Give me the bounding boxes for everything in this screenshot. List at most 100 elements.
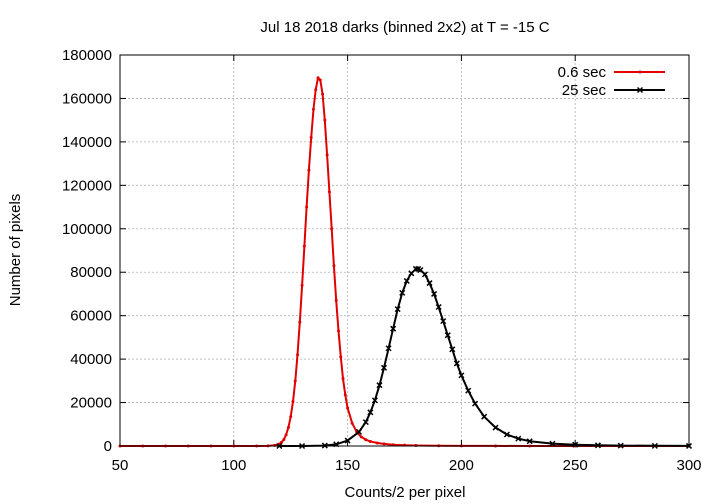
data-point <box>515 435 522 442</box>
data-point <box>403 277 410 284</box>
data-point <box>296 353 300 357</box>
data-point <box>305 205 309 209</box>
data-point <box>316 76 320 80</box>
y-axis-label: Number of pixels <box>7 194 24 307</box>
plot-frame <box>119 54 690 447</box>
data-point <box>549 440 556 447</box>
data-point <box>380 364 388 371</box>
data-point <box>390 325 397 332</box>
data-point <box>327 190 331 194</box>
data-point <box>371 397 378 404</box>
x-axis-label: Counts/2 per pixel <box>345 484 466 501</box>
x-tick-label: 150 <box>335 457 360 474</box>
data-point <box>343 393 347 397</box>
data-point <box>435 303 442 311</box>
data-point <box>355 428 363 435</box>
data-point <box>339 355 343 359</box>
data-point <box>426 280 433 287</box>
x-tick-label: 50 <box>112 457 129 474</box>
series-markers-1 <box>276 265 693 450</box>
data-point <box>341 377 345 381</box>
data-point <box>289 415 293 419</box>
data-point <box>444 332 451 339</box>
data-point <box>314 88 318 92</box>
data-point <box>375 441 379 445</box>
ticks: 50 100 150 200 250 300 0 20000 40000 60000 80000 10… <box>62 47 702 474</box>
data-point <box>481 413 488 420</box>
grid <box>120 55 689 446</box>
data-point <box>526 438 533 445</box>
data-point <box>302 244 306 248</box>
y-tick-label: 40000 <box>70 351 112 368</box>
data-point <box>391 443 395 447</box>
data-point <box>368 439 372 443</box>
data-point <box>284 433 288 437</box>
data-point <box>300 283 304 287</box>
data-point <box>421 271 429 278</box>
y-tick-label: 120000 <box>62 177 112 194</box>
data-point <box>286 426 290 430</box>
data-point <box>280 440 284 444</box>
data-point <box>503 431 510 438</box>
y-tick-label: 100000 <box>62 221 112 238</box>
x-tick-label: 200 <box>449 457 474 474</box>
x-tick-label: 100 <box>221 457 246 474</box>
data-point <box>282 437 286 441</box>
data-point <box>298 320 302 324</box>
data-point <box>414 443 418 447</box>
y-tick-label: 80000 <box>70 264 112 281</box>
data-point <box>364 438 368 442</box>
data-point <box>291 399 295 403</box>
y-tick-label: 20000 <box>70 395 112 412</box>
data-point <box>334 298 338 302</box>
y-tick-label: 0 <box>104 438 112 455</box>
legend-swatch-marker <box>636 86 644 94</box>
data-point <box>330 227 334 231</box>
data-point <box>385 345 392 352</box>
data-point <box>336 329 340 333</box>
data-point <box>332 264 336 268</box>
y-tick-label: 140000 <box>62 134 112 151</box>
data-point <box>399 289 406 296</box>
data-point <box>465 387 472 394</box>
data-point <box>346 406 350 410</box>
data-point <box>307 168 311 172</box>
data-point <box>311 107 315 111</box>
data-point <box>376 382 383 389</box>
data-point <box>594 442 601 449</box>
legend-label: 0.6 sec <box>558 64 607 81</box>
data-point <box>318 78 322 82</box>
data-point <box>323 118 327 122</box>
data-point <box>382 442 386 446</box>
data-point <box>417 267 424 274</box>
data-point <box>350 421 354 425</box>
data-point <box>472 400 479 407</box>
data-point <box>492 424 499 431</box>
legend-label: 25 sec <box>562 82 607 99</box>
chart-title: Jul 18 2018 darks (binned 2x2) at T = -1… <box>260 19 549 36</box>
data-point <box>325 153 329 157</box>
x-tick-label: 250 <box>563 457 588 474</box>
data-point <box>449 346 456 353</box>
data-point <box>408 270 415 277</box>
data-point <box>309 136 313 140</box>
y-tick-label: 160000 <box>62 90 112 107</box>
data-point <box>431 290 438 297</box>
data-point <box>453 360 460 367</box>
y-tick-label: 180000 <box>62 47 112 64</box>
data-point <box>458 372 465 379</box>
data-point <box>394 306 401 313</box>
x-tick-label: 300 <box>676 457 701 474</box>
data-point <box>367 409 374 416</box>
data-point <box>359 435 363 439</box>
data-point <box>293 379 297 383</box>
legend-swatch-marker <box>638 70 642 74</box>
data-point <box>344 437 351 444</box>
y-tick-label: 60000 <box>70 308 112 325</box>
data-point <box>321 92 325 96</box>
data-point <box>440 318 447 325</box>
data-point <box>362 419 369 426</box>
